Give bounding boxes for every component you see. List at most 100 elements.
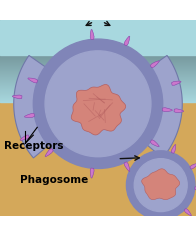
Bar xyxy=(0,28,196,29)
Bar xyxy=(0,65,196,66)
Bar xyxy=(0,98,196,99)
Bar xyxy=(0,79,196,80)
Bar xyxy=(0,63,196,64)
Bar xyxy=(0,22,196,23)
Bar xyxy=(0,51,196,52)
Bar xyxy=(0,67,196,68)
Bar xyxy=(0,68,196,69)
Polygon shape xyxy=(162,108,172,112)
Bar xyxy=(0,90,196,91)
Bar xyxy=(0,78,196,79)
Polygon shape xyxy=(20,135,29,140)
Polygon shape xyxy=(150,140,159,147)
Bar xyxy=(0,57,196,58)
Bar xyxy=(0,35,196,36)
Polygon shape xyxy=(195,187,196,190)
Bar xyxy=(0,71,196,72)
Bar xyxy=(0,48,196,49)
Bar xyxy=(0,77,196,78)
Polygon shape xyxy=(124,162,130,172)
Bar xyxy=(0,29,196,30)
Bar xyxy=(0,40,196,41)
Bar xyxy=(0,39,196,40)
Bar xyxy=(0,84,196,85)
Bar xyxy=(0,26,196,27)
Polygon shape xyxy=(45,149,53,157)
Bar xyxy=(0,55,196,57)
Bar xyxy=(0,43,196,44)
Bar xyxy=(0,93,196,94)
Polygon shape xyxy=(184,208,191,216)
Bar xyxy=(0,81,196,82)
Bar xyxy=(0,58,196,59)
Bar xyxy=(0,95,196,96)
Bar xyxy=(0,99,196,100)
Bar xyxy=(0,100,196,101)
Bar xyxy=(0,20,196,55)
Bar xyxy=(0,94,196,95)
Polygon shape xyxy=(172,81,181,85)
Bar xyxy=(0,101,196,102)
Polygon shape xyxy=(14,55,52,158)
Bar xyxy=(0,49,196,50)
Bar xyxy=(0,50,196,51)
Polygon shape xyxy=(90,168,94,178)
Text: Phagosome: Phagosome xyxy=(20,175,88,185)
Bar xyxy=(0,24,196,25)
Bar xyxy=(0,86,196,87)
Bar xyxy=(0,96,196,97)
Bar xyxy=(0,46,196,47)
Polygon shape xyxy=(190,163,196,169)
Bar xyxy=(0,85,196,86)
Bar xyxy=(0,47,196,48)
Polygon shape xyxy=(90,30,94,39)
Bar xyxy=(0,30,196,31)
Bar xyxy=(0,20,196,22)
Bar xyxy=(0,36,196,37)
Bar xyxy=(0,62,196,63)
Bar xyxy=(0,23,196,24)
Bar xyxy=(0,82,196,83)
Polygon shape xyxy=(150,61,159,68)
Circle shape xyxy=(45,51,151,157)
Bar xyxy=(0,87,196,88)
Polygon shape xyxy=(144,55,182,158)
Bar xyxy=(0,88,196,90)
Bar xyxy=(0,74,196,75)
Circle shape xyxy=(33,39,163,168)
Bar xyxy=(0,44,196,45)
Bar xyxy=(0,45,196,46)
Bar xyxy=(0,60,196,61)
Bar xyxy=(0,80,196,81)
Bar xyxy=(0,32,196,33)
Bar xyxy=(0,42,196,43)
Polygon shape xyxy=(171,145,176,153)
Polygon shape xyxy=(124,36,130,46)
Bar xyxy=(0,69,196,70)
Bar xyxy=(0,76,196,77)
Bar xyxy=(0,53,196,55)
Polygon shape xyxy=(24,114,34,118)
Polygon shape xyxy=(71,85,126,135)
Bar xyxy=(0,97,196,98)
Bar xyxy=(0,59,196,60)
Bar xyxy=(0,41,196,42)
Bar xyxy=(0,37,196,38)
Polygon shape xyxy=(13,95,22,99)
Text: Receptors: Receptors xyxy=(4,141,64,151)
Bar xyxy=(0,66,196,67)
Bar xyxy=(0,25,196,26)
Polygon shape xyxy=(142,169,180,200)
Bar xyxy=(0,83,196,84)
Bar xyxy=(0,61,196,62)
Bar xyxy=(0,70,196,71)
Polygon shape xyxy=(28,78,38,83)
Bar xyxy=(0,31,196,32)
Polygon shape xyxy=(174,109,183,113)
Bar xyxy=(0,33,196,34)
Bar xyxy=(0,38,196,39)
Bar xyxy=(0,64,196,65)
Circle shape xyxy=(126,151,195,219)
Bar xyxy=(0,72,196,73)
Bar xyxy=(0,27,196,28)
